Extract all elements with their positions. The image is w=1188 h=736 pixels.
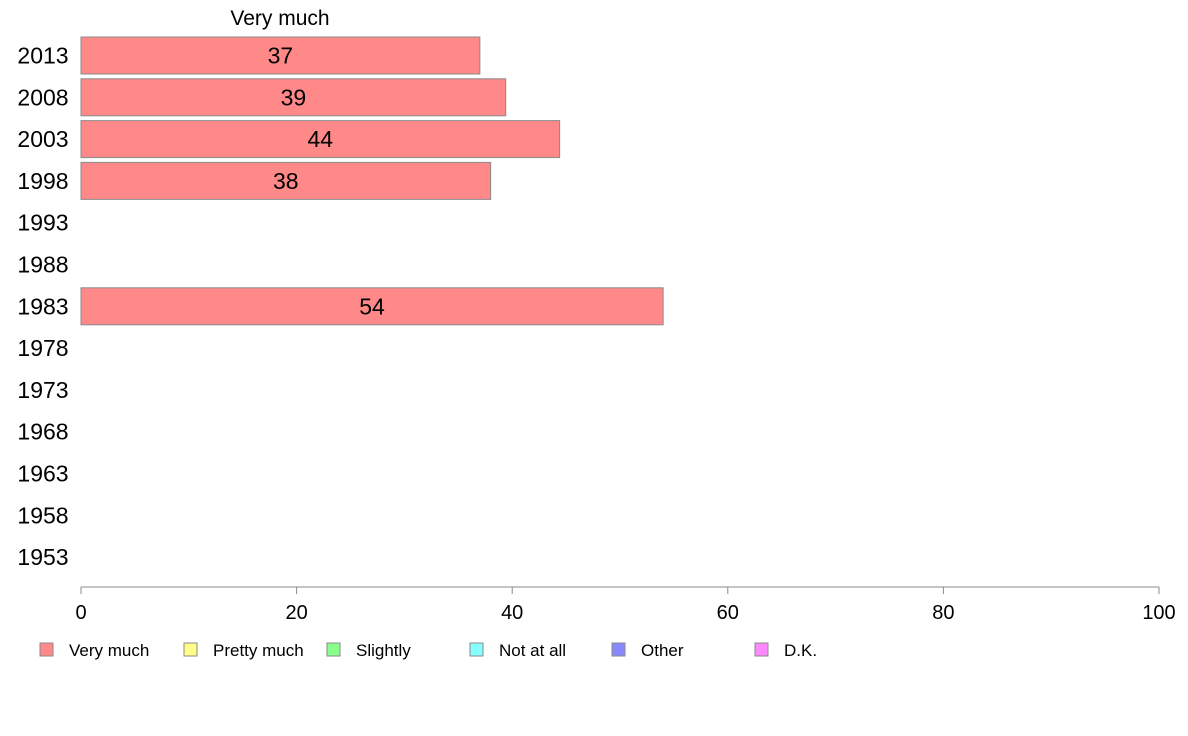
legend-swatch-2 (326, 642, 341, 657)
legend-label-5: D.K. (784, 641, 817, 660)
year-axis: 2013 2008 2003 1998 1993 1988 1983 1978 1973 1968… (17, 43, 68, 571)
bar-value-label-1983: 54 (359, 293, 385, 319)
year-label-1973: 1973 (17, 377, 68, 403)
bar-value-label-1998: 38 (273, 168, 299, 194)
legend-label-2: Slightly (356, 641, 411, 660)
legend-swatch-1 (183, 642, 198, 657)
legend-label-3: Not at all (499, 641, 566, 660)
x-tick-label-100: 100 (1142, 602, 1175, 624)
bar-2003 (80, 120, 561, 159)
year-label-1993: 1993 (17, 210, 68, 236)
bar-1983 (80, 287, 664, 326)
year-label-2003: 2003 (17, 126, 68, 152)
legend-label-1: Pretty much (213, 641, 304, 660)
year-label-1988: 1988 (17, 252, 68, 278)
x-tick-label-60: 60 (717, 602, 739, 624)
legend-swatch-5 (754, 642, 769, 657)
year-label-1963: 1963 (17, 461, 68, 487)
year-label-1978: 1978 (17, 335, 68, 361)
x-tick-label-20: 20 (285, 602, 307, 624)
legend-label-4: Other (641, 641, 684, 660)
year-label-1953: 1953 (17, 544, 68, 570)
x-tick-label-0: 0 (75, 602, 86, 624)
column-header-label: Very much (230, 7, 329, 30)
bar-2013 (80, 36, 481, 75)
x-axis: 0 20 40 60 80 100 (75, 586, 1176, 624)
year-label-1998: 1998 (17, 168, 68, 194)
year-label-1983: 1983 (17, 293, 68, 319)
bar-value-label-2008: 39 (281, 84, 307, 110)
year-label-1958: 1958 (17, 502, 68, 528)
year-label-2013: 2013 (17, 43, 68, 69)
bar-2008 (80, 78, 507, 117)
legend-label-0: Very much (69, 641, 149, 660)
year-label-2008: 2008 (17, 84, 68, 110)
legend-swatch-4 (611, 642, 626, 657)
legend: Very much Pretty much Slightly Not at all Ot… (39, 641, 817, 660)
x-tick-label-40: 40 (501, 602, 523, 624)
bar-value-label-2003: 44 (308, 126, 334, 152)
legend-swatch-0 (39, 642, 54, 657)
bar-value-label-2013: 37 (268, 43, 294, 69)
year-label-1968: 1968 (17, 419, 68, 445)
legend-swatch-3 (469, 642, 484, 657)
x-tick-label-80: 80 (932, 602, 954, 624)
bar-1998 (80, 161, 492, 200)
